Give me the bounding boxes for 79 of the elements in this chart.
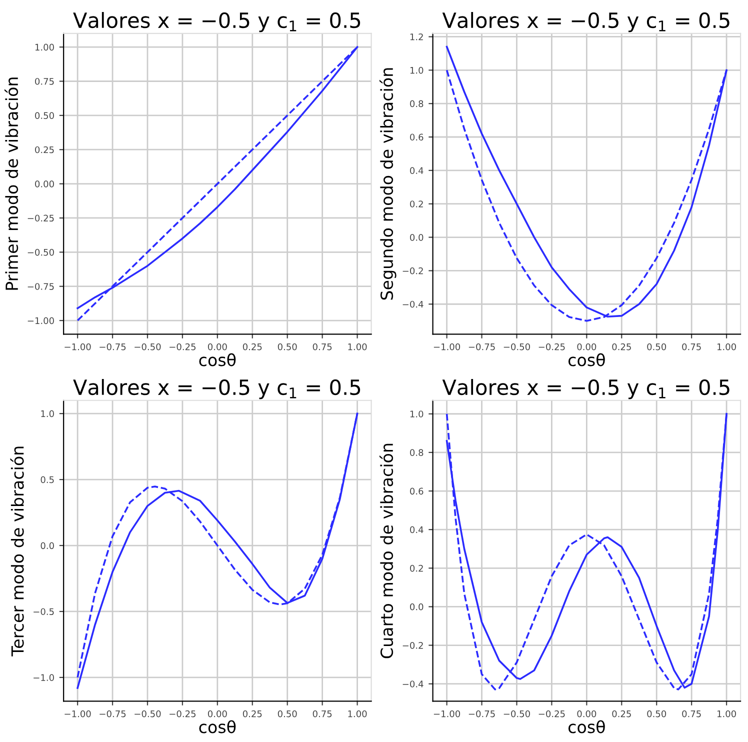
y-tick-label: 1.00 bbox=[35, 44, 54, 51]
x-tick-label: −0.50 bbox=[134, 343, 161, 350]
y-tick-label: 0.00 bbox=[35, 180, 54, 188]
x-tick-label: 1.00 bbox=[717, 710, 736, 718]
y-tick-label: 0.0 bbox=[410, 603, 424, 610]
x-tick-label: 0.75 bbox=[682, 343, 701, 350]
x-tick-label: 0.75 bbox=[312, 343, 332, 350]
y-axis-title: Primer modo de vibración bbox=[4, 78, 18, 290]
y-axis-title: Cuarto modo de vibración bbox=[380, 444, 394, 658]
y-tick-label: 0.6 bbox=[410, 488, 424, 495]
y-tick-label: −1.0 bbox=[34, 674, 54, 681]
x-tick-label: −0.25 bbox=[170, 343, 196, 350]
y-tick-label: −0.4 bbox=[402, 680, 424, 688]
x-tick-label: −0.50 bbox=[504, 343, 530, 350]
x-tick-label: −0.75 bbox=[468, 710, 495, 718]
x-tick-label: −1.00 bbox=[64, 710, 91, 718]
x-tick-label: −1.00 bbox=[434, 710, 460, 718]
x-tick-label: 0.00 bbox=[577, 710, 596, 718]
x-tick-label: 1.00 bbox=[717, 343, 736, 350]
x-tick-label: 0.50 bbox=[278, 710, 297, 718]
x-tick-label: 0.50 bbox=[647, 710, 666, 718]
x-tick-label: 0.25 bbox=[242, 343, 262, 350]
x-axis-title: cosθ bbox=[199, 353, 236, 366]
x-tick-label: −0.75 bbox=[100, 343, 126, 350]
y-tick-label: 0.0 bbox=[40, 542, 54, 550]
x-tick-label: −0.50 bbox=[134, 710, 161, 718]
x-tick-label: −0.50 bbox=[504, 710, 530, 718]
x-tick-label: 0.75 bbox=[682, 710, 701, 718]
x-tick-label: −1.00 bbox=[64, 343, 91, 350]
y-tick-label: 0.25 bbox=[35, 146, 54, 154]
x-tick-label: −0.75 bbox=[100, 710, 126, 718]
y-axis-title: Tercer modo de vibración bbox=[10, 446, 24, 656]
y-tick-label: 0.4 bbox=[410, 526, 424, 534]
chart-title: Valores x = −0.5 y c$_{1}$ = 0.5 bbox=[73, 12, 360, 32]
x-axis-title: cosθ bbox=[199, 720, 236, 734]
y-tick-label: −0.4 bbox=[402, 300, 424, 308]
x-tick-label: 0.00 bbox=[577, 343, 596, 350]
x-tick-label: 0.00 bbox=[208, 710, 227, 718]
x-tick-label: 0.75 bbox=[312, 710, 332, 718]
x-tick-label: 0.25 bbox=[612, 343, 631, 350]
y-axis-title: Segundo modo de vibración bbox=[380, 68, 396, 300]
y-tick-label: 1.0 bbox=[410, 66, 424, 74]
x-tick-label: 0.50 bbox=[647, 343, 666, 350]
chart-title: Valores x = −0.5 y c$_{1}$ = 0.5 bbox=[73, 378, 360, 400]
x-tick-label: 1.00 bbox=[348, 343, 367, 350]
y-tick-label: 0.8 bbox=[410, 100, 424, 108]
chart-title: Valores x = −0.5 y c$_{1}$ = 0.5 bbox=[442, 378, 730, 400]
y-tick-label: 0.2 bbox=[410, 200, 423, 208]
y-tick-label: 0.50 bbox=[35, 112, 54, 119]
x-axis-title: cosθ bbox=[568, 720, 605, 734]
y-tick-label: 0.75 bbox=[35, 78, 54, 85]
x-tick-label: −0.25 bbox=[538, 710, 565, 718]
x-tick-label: 0.50 bbox=[278, 343, 297, 350]
x-tick-label: −1.00 bbox=[434, 343, 460, 350]
y-tick-label: −0.2 bbox=[402, 267, 423, 274]
y-tick-label: −0.2 bbox=[402, 642, 423, 649]
y-tick-label: −0.5 bbox=[34, 608, 54, 616]
x-tick-label: −0.25 bbox=[170, 710, 196, 718]
y-tick-label: 0.5 bbox=[40, 476, 54, 484]
y-tick-label: −0.25 bbox=[28, 214, 54, 222]
x-tick-label: −0.75 bbox=[468, 343, 495, 350]
y-tick-label: 1.0 bbox=[41, 410, 54, 418]
x-tick-label: −0.25 bbox=[538, 343, 565, 350]
x-tick-label: 1.00 bbox=[348, 710, 367, 718]
y-tick-label: −0.75 bbox=[28, 283, 54, 290]
x-tick-label: 0.00 bbox=[208, 343, 227, 350]
y-tick-label: 0.8 bbox=[410, 449, 424, 456]
y-tick-label: 0.6 bbox=[410, 134, 424, 141]
y-tick-label: −1.00 bbox=[28, 317, 54, 324]
y-tick-label: 1.2 bbox=[410, 33, 423, 40]
x-axis-title: cosθ bbox=[568, 353, 605, 366]
y-tick-label: −0.50 bbox=[28, 248, 54, 256]
x-tick-label: 0.25 bbox=[612, 710, 631, 718]
y-tick-label: 0.2 bbox=[410, 564, 423, 572]
x-tick-label: 0.25 bbox=[242, 710, 262, 718]
y-tick-label: 0.0 bbox=[410, 234, 424, 241]
y-tick-label: 0.4 bbox=[410, 167, 424, 174]
y-tick-label: 1.0 bbox=[410, 410, 424, 418]
chart-title: Valores x = −0.5 y c$_{1}$ = 0.5 bbox=[442, 12, 730, 32]
